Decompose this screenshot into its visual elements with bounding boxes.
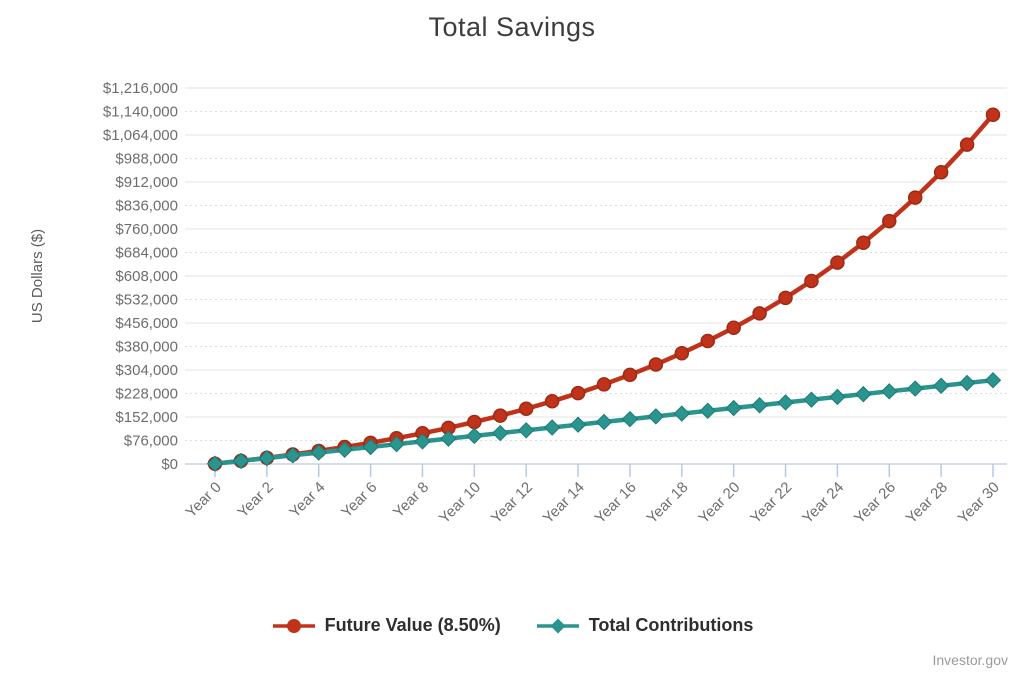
svg-text:Year 8: Year 8 — [390, 479, 432, 521]
svg-text:$532,000: $532,000 — [115, 292, 178, 309]
svg-text:$988,000: $988,000 — [115, 151, 178, 168]
svg-text:$76,000: $76,000 — [124, 433, 178, 450]
svg-text:Year 12: Year 12 — [488, 479, 536, 527]
legend-label-future-value: Future Value (8.50%) — [324, 615, 501, 635]
svg-text:Year 6: Year 6 — [338, 479, 380, 521]
svg-text:$1,216,000: $1,216,000 — [103, 80, 178, 97]
legend-label-total-contributions: Total Contributions — [588, 615, 754, 635]
svg-text:Year 10: Year 10 — [436, 479, 484, 527]
total-contributions-marker-icon — [535, 617, 581, 635]
svg-text:$760,000: $760,000 — [115, 221, 178, 238]
svg-text:Year 14: Year 14 — [540, 479, 588, 527]
svg-text:$0: $0 — [161, 456, 178, 473]
svg-text:$608,000: $608,000 — [115, 268, 178, 285]
chart-title: Total Savings — [428, 12, 596, 42]
svg-text:$836,000: $836,000 — [115, 198, 178, 215]
svg-text:$1,064,000: $1,064,000 — [103, 127, 178, 144]
svg-text:$152,000: $152,000 — [115, 409, 178, 426]
svg-text:Year 30: Year 30 — [955, 479, 1003, 527]
svg-text:Year 4: Year 4 — [286, 479, 328, 521]
svg-text:Year 18: Year 18 — [643, 479, 691, 527]
legend: Future Value (8.50%) Total Contributions — [0, 615, 1024, 636]
svg-text:Year 28: Year 28 — [903, 479, 951, 527]
future-value-marker-icon — [271, 617, 317, 635]
svg-text:$304,000: $304,000 — [115, 362, 178, 379]
data-series — [206, 107, 1002, 472]
svg-text:Year 0: Year 0 — [183, 479, 225, 521]
svg-text:$912,000: $912,000 — [115, 174, 178, 191]
svg-text:$684,000: $684,000 — [115, 245, 178, 262]
svg-text:Year 26: Year 26 — [851, 479, 899, 527]
credit-link[interactable]: Investor.gov — [932, 652, 1009, 668]
svg-text:Year 16: Year 16 — [592, 479, 640, 527]
y-axis-title: US Dollars ($) — [29, 229, 46, 323]
legend-item-total-contributions[interactable]: Total Contributions — [535, 615, 754, 636]
legend-item-future-value[interactable]: Future Value (8.50%) — [271, 615, 501, 636]
svg-text:$1,140,000: $1,140,000 — [103, 104, 178, 121]
svg-text:$228,000: $228,000 — [115, 386, 178, 403]
svg-text:Year 22: Year 22 — [747, 479, 795, 527]
svg-text:$380,000: $380,000 — [115, 339, 178, 356]
svg-text:$456,000: $456,000 — [115, 315, 178, 332]
svg-text:Year 24: Year 24 — [799, 479, 847, 527]
svg-text:Year 2: Year 2 — [234, 479, 276, 521]
gridlines — [185, 87, 1007, 441]
chart-plot-area[interactable]: US Dollars ($) $0 $76,000 $152,000 $228,000… — [0, 0, 1024, 600]
svg-text:Year 20: Year 20 — [695, 479, 743, 527]
axes — [185, 463, 1007, 477]
